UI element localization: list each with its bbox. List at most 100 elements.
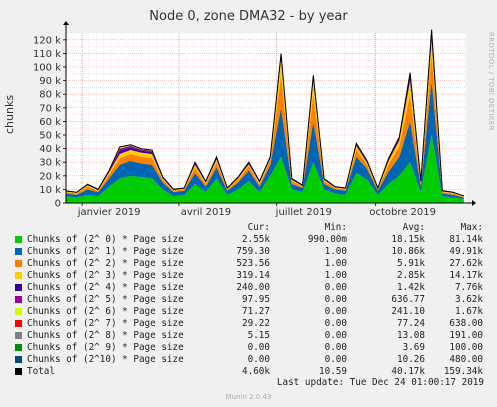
legend-swatch (15, 284, 22, 291)
legend-row: Chunks of (2^ 1) * Page size 759.30 1.00 10… (0, 246, 497, 258)
legend-max: 1.67k (455, 306, 483, 317)
legend-avg: 2.85k (397, 270, 425, 281)
rrdtool-watermark: RRDTOOL / TOBI OETIKER (487, 32, 495, 131)
legend-row: Chunks of (2^ 2) * Page size 523.56 1.00 5.… (0, 258, 497, 270)
chart-svg: 0 10 k 20 k 30 k 40 k 50 k 60 k 70 k 80 k 90 k 100… (33, 21, 476, 218)
legend-row: Chunks of (2^10) * Page size 0.00 0.00 10.2… (0, 354, 497, 366)
legend-row: Chunks of (2^ 8) * Page size 5.15 0.00 13.0… (0, 330, 497, 342)
legend-cur: 5.15 (247, 330, 270, 341)
legend-name: Chunks of (2^ 5) * Page size (27, 294, 184, 305)
legend-header-cur: Cur: (247, 222, 270, 233)
legend-cur: 0.00 (247, 354, 270, 365)
y-tick-label: 0 (55, 199, 61, 210)
legend-name: Chunks of (2^ 0) * Page size (27, 234, 184, 245)
legend-row: Chunks of (2^ 7) * Page size 29.22 0.00 77.… (0, 318, 497, 330)
legend-row: Chunks of (2^ 5) * Page size 97.95 0.00 636… (0, 294, 497, 306)
y-tick-label: 90 k (39, 76, 61, 87)
series-area (66, 135, 464, 203)
legend-avg: 241.10 (391, 306, 425, 317)
legend-min: 1.00 (324, 270, 347, 281)
x-tick-label: octobre 2019 (369, 207, 436, 218)
legend-avg: 10.86k (391, 246, 425, 257)
y-tick-label: 80 k (39, 90, 61, 101)
legend-row: Chunks of (2^ 6) * Page size 71.27 0.00 241… (0, 306, 497, 318)
y-tick-label: 30 k (39, 158, 61, 169)
legend-max: 159.34k (443, 366, 483, 377)
total-line (65, 29, 465, 197)
legend-min: 0.00 (324, 330, 347, 341)
legend-avg: 3.69 (402, 342, 425, 353)
legend-min: 0.00 (324, 294, 347, 305)
legend-max: 638.00 (449, 318, 483, 329)
legend-row: Total 4.60k 10.59 40.17k 159.34k (0, 366, 497, 378)
legend-max: 100.00 (449, 342, 483, 353)
legend-row: Chunks of (2^ 3) * Page size 319.14 1.00 2.… (0, 270, 497, 282)
legend-swatch (15, 356, 22, 363)
legend-name: Chunks of (2^ 3) * Page size (27, 270, 184, 281)
legend-min: 10.59 (319, 366, 347, 377)
y-tick-label: 20 k (39, 171, 61, 182)
y-tick-label: 50 k (39, 131, 61, 142)
legend-avg: 1.42k (397, 282, 425, 293)
y-axis-arrow (63, 21, 69, 25)
x-tick-label: janvier 2019 (77, 207, 141, 218)
legend-min: 0.00 (324, 342, 347, 353)
legend-name: Chunks of (2^ 8) * Page size (27, 330, 184, 341)
x-axis-arrow (472, 200, 476, 206)
legend-max: 14.17k (449, 270, 483, 281)
legend-min: 1.00 (324, 246, 347, 257)
y-tick-label: 120 k (33, 35, 61, 46)
legend-max: 3.62k (455, 294, 483, 305)
legend-max: 81.14k (449, 234, 483, 245)
legend-cur: 97.95 (242, 294, 270, 305)
legend-name: Total (27, 366, 55, 377)
legend-swatch (15, 248, 22, 255)
legend-swatch (15, 296, 22, 303)
legend-cur: 240.00 (236, 282, 270, 293)
legend-avg: 5.91k (397, 258, 425, 269)
series-areas (66, 29, 464, 203)
legend-header-min: Min: (324, 222, 347, 233)
legend-cur: 0.00 (247, 342, 270, 353)
y-tick-label: 60 k (39, 117, 61, 128)
legend-swatch (15, 320, 22, 327)
last-update: Last update: Tue Dec 24 01:00:17 2019 (276, 377, 484, 388)
legend-name: Chunks of (2^ 6) * Page size (27, 306, 184, 317)
series-area (66, 80, 464, 199)
legend-avg: 18.15k (391, 234, 425, 245)
legend-cur: 71.27 (242, 306, 270, 317)
legend-header-avg: Avg: (402, 222, 425, 233)
y-tick-label: 110 k (33, 49, 61, 60)
legend-swatch (15, 272, 22, 279)
x-tick-label: avril 2019 (181, 207, 231, 218)
legend-min: 0.00 (324, 318, 347, 329)
legend-max: 27.62k (449, 258, 483, 269)
x-tick-labels: janvier 2019 avril 2019 juillet 2019 octobr… (77, 203, 436, 218)
y-tick-label: 70 k (39, 103, 61, 114)
legend-cur: 523.56 (236, 258, 270, 269)
axes (63, 21, 476, 206)
legend-swatch (15, 368, 22, 375)
series-area (66, 53, 464, 198)
legend-avg: 636.77 (391, 294, 425, 305)
legend-row: Chunks of (2^ 4) * Page size 240.00 0.00 1.… (0, 282, 497, 294)
chart-title: Node 0, zone DMA32 - by year (149, 9, 348, 24)
legend-name: Chunks of (2^ 9) * Page size (27, 342, 184, 353)
legend-swatch (15, 260, 22, 267)
legend-name: Chunks of (2^ 2) * Page size (27, 258, 184, 269)
legend-avg: 77.24 (397, 318, 425, 329)
legend-swatch (15, 344, 22, 351)
legend-max: 480.00 (449, 354, 483, 365)
legend-name: Chunks of (2^10) * Page size (27, 354, 184, 365)
y-tick-labels: 0 10 k 20 k 30 k 40 k 50 k 60 k 70 k 80 k 90 k 100… (33, 35, 66, 210)
legend-row: Chunks of (2^ 9) * Page size 0.00 0.00 3.69… (0, 342, 497, 354)
legend-min: 0.00 (324, 282, 347, 293)
legend-avg: 40.17k (391, 366, 425, 377)
legend-header-row: Cur: Min: Avg: Max: (0, 222, 497, 234)
total-series-line (65, 29, 465, 197)
x-tick-label: juillet 2019 (275, 207, 332, 218)
legend-max: 7.76k (455, 282, 483, 293)
legend-name: Chunks of (2^ 4) * Page size (27, 282, 184, 293)
legend-cur: 29.22 (242, 318, 270, 329)
legend-cur: 759.30 (236, 246, 270, 257)
